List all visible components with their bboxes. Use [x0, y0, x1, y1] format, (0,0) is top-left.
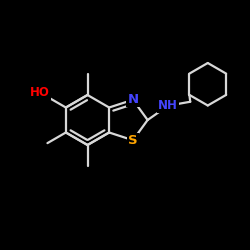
Text: S: S	[128, 134, 138, 147]
Text: NH: NH	[158, 99, 178, 112]
Text: N: N	[127, 93, 138, 106]
Text: HO: HO	[30, 86, 50, 99]
